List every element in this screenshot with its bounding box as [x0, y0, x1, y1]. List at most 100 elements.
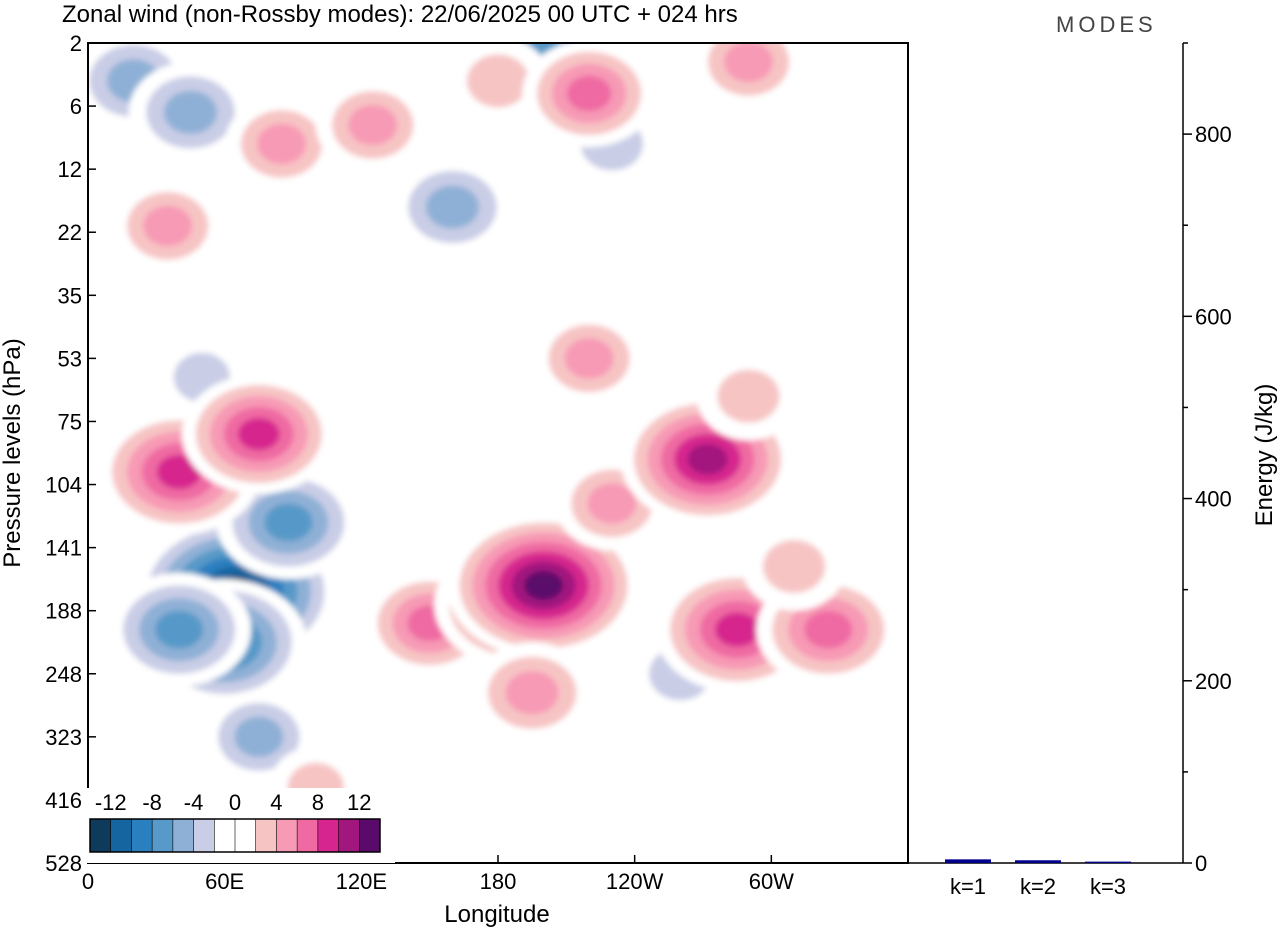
- wind-feature: [446, 512, 641, 658]
- energy-bar: [945, 859, 991, 863]
- colorbar-labels: -12 -8 -4 0 4 8 12: [95, 790, 372, 815]
- y-tick-label: 53: [58, 346, 82, 371]
- contour-band: [714, 612, 760, 647]
- colorbar-cell: [172, 819, 194, 852]
- contour-band: [687, 444, 728, 475]
- wind-feature: [128, 61, 253, 163]
- wind-feature: [390, 156, 515, 258]
- contour-band: [505, 671, 559, 715]
- colorbar-cell: [152, 819, 174, 852]
- colorbar-frame: [89, 818, 381, 853]
- colorbar-label: 4: [270, 790, 282, 815]
- y-tick-label: 2: [70, 31, 82, 56]
- x-tick-label: 0: [82, 869, 94, 894]
- colorbar-cells: [90, 819, 381, 852]
- colorbar-label: 0: [229, 790, 241, 815]
- wind-feature: [216, 465, 361, 580]
- colorbar-cell: [276, 819, 298, 852]
- contour-band: [264, 503, 313, 542]
- energy-tick-label: 400: [1195, 487, 1232, 512]
- colorbar-cell: [255, 819, 277, 852]
- x-tick-label: 180: [480, 869, 517, 894]
- energy-tick-label: 600: [1195, 304, 1232, 329]
- contour-band: [564, 338, 614, 379]
- zonal-wind-section: 2 6 12 22 35 53 75 104 141 188 248 323 416 528 0 60E 12…: [0, 31, 909, 928]
- energy-bar: [1015, 860, 1061, 863]
- contour-band: [466, 54, 530, 108]
- wind-feature: [620, 393, 795, 526]
- wind-feature: [742, 522, 847, 611]
- energy-bar-label: k=2: [1020, 874, 1056, 899]
- wind-feature: [107, 572, 252, 687]
- wind-feature: [181, 374, 336, 495]
- y-tick-label: 104: [45, 473, 82, 498]
- colorbar-cell: [90, 819, 112, 852]
- y-tick-label: 323: [45, 725, 82, 750]
- colorbar-label: -8: [142, 790, 162, 815]
- colorbar-cell: [317, 819, 339, 852]
- contour-band: [717, 369, 780, 423]
- contour-band: [163, 90, 218, 135]
- wind-feature: [315, 77, 430, 173]
- contour-blobs: [88, 43, 901, 829]
- wind-feature: [532, 311, 647, 406]
- colorbar-cell: [338, 819, 360, 852]
- wind-feature: [696, 352, 801, 441]
- contour-fill-layer: [88, 43, 901, 829]
- y-tick-label: 528: [45, 851, 82, 876]
- colorbar-cell: [110, 819, 132, 852]
- y-axis-ticks: 2 6 12 22 35 53 75 104 141 188 248 323 416 528: [45, 31, 96, 876]
- wind-feature: [110, 178, 225, 274]
- wind-feature: [224, 96, 339, 192]
- chart-title: Zonal wind (non-Rossby modes): 22/06/202…: [62, 1, 738, 28]
- energy-axis-ticks: 0 200 400 600 800: [1183, 42, 1232, 876]
- contour-band: [804, 610, 853, 649]
- contour-band: [156, 454, 202, 490]
- contour-band: [566, 75, 612, 112]
- x-tick-label: 60W: [749, 869, 794, 894]
- energy-tick-label: 800: [1195, 122, 1232, 147]
- energy-bar-label: k=1: [950, 874, 986, 899]
- x-tick-label: 120E: [336, 869, 387, 894]
- wind-feature: [522, 43, 657, 148]
- colorbar-cell: [297, 819, 319, 852]
- contour-band: [234, 716, 284, 758]
- contour-band: [762, 540, 826, 594]
- wind-feature: [691, 43, 806, 110]
- energy-bar: [1085, 861, 1131, 863]
- contour-band: [143, 205, 193, 247]
- y-tick-label: 35: [58, 283, 82, 308]
- energy-bar-label: k=3: [1090, 874, 1126, 899]
- x-tick-label: 120W: [606, 869, 664, 894]
- x-tick-label: 60E: [205, 869, 244, 894]
- colorbar-cell: [131, 819, 153, 852]
- energy-bars: k=1 k=2 k=3: [945, 859, 1131, 899]
- colorbar-cell: [193, 819, 215, 852]
- colorbar-label: -12: [95, 790, 127, 815]
- y-axis-label: Pressure levels (hPa): [0, 338, 26, 567]
- contour-band: [425, 185, 479, 229]
- contour-band: [155, 610, 204, 649]
- colorbar-cell: [235, 819, 257, 852]
- y-tick-label: 141: [45, 536, 82, 561]
- wind-feature: [470, 642, 595, 744]
- colorbar-label: 12: [347, 790, 371, 815]
- x-axis-label: Longitude: [444, 901, 549, 928]
- x-axis-ticks: 0 60E 120E 180 120W 60W: [82, 855, 794, 894]
- y-tick-label: 188: [45, 599, 82, 624]
- energy-panel: 0 200 400 600 800 k=1 k=2 k=3 Energy (J/kg): [908, 42, 1278, 899]
- brand-logo: MODES: [1056, 12, 1157, 37]
- y-tick-label: 6: [70, 94, 82, 119]
- energy-tick-label: 0: [1195, 851, 1207, 876]
- contour-band: [257, 123, 307, 165]
- contour-band: [587, 483, 637, 524]
- y-tick-label: 12: [58, 157, 82, 182]
- colorbar-cell: [214, 819, 236, 852]
- y-tick-label: 22: [58, 220, 82, 245]
- contour-band: [237, 417, 280, 451]
- y-tick-label: 416: [45, 788, 82, 813]
- contour-band: [524, 570, 563, 600]
- colorbar: -12 -8 -4 0 4 8 12: [87, 788, 395, 863]
- y-tick-label: 75: [58, 409, 82, 434]
